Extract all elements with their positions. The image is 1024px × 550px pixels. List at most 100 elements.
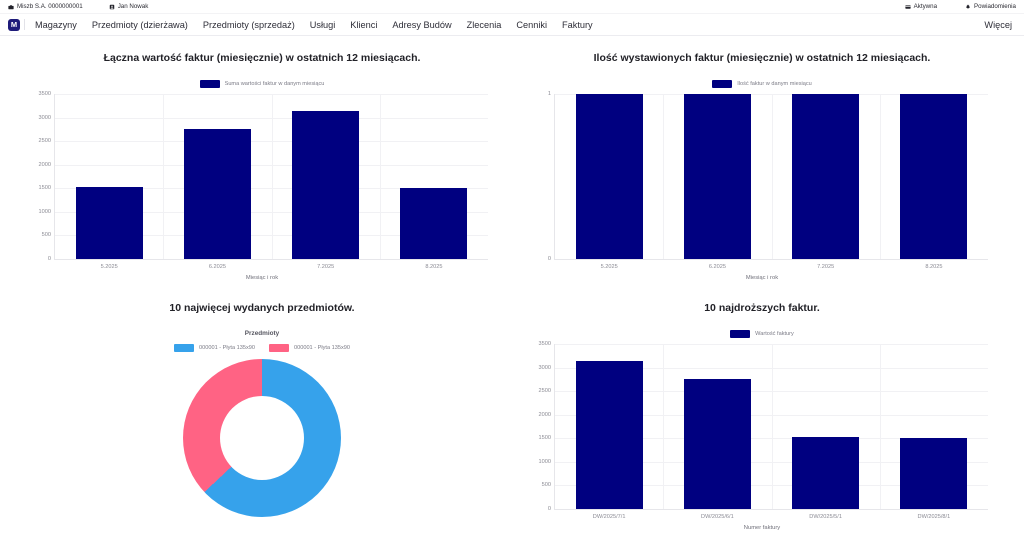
legend-label: Wartość faktury (755, 331, 794, 337)
gridline (879, 94, 881, 259)
bar[interactable] (575, 360, 643, 509)
y-axis-tick: 3500 (538, 341, 551, 347)
x-axis-tick: 8.2025 (925, 264, 943, 270)
nav-item-klienci[interactable]: Klienci (350, 19, 378, 30)
y-axis-tick: 2500 (38, 138, 51, 145)
bar-slot (772, 94, 880, 259)
y-axis-tick: 2500 (538, 388, 551, 395)
x-axis-label: Miesiąc i rok (245, 275, 279, 281)
legend-label: Ilość faktur w danym miesiącu (737, 81, 812, 87)
nav-item-zlecenia[interactable]: Zlecenia (466, 19, 502, 30)
bar[interactable] (683, 379, 751, 509)
y-axis-tick: 1500 (538, 435, 551, 442)
legend-item[interactable]: Suma wartości faktur w danym miesiącu (199, 80, 325, 88)
x-axis-tick: DW/2025/5/1 (809, 514, 842, 520)
nav-item-przedmioty-dzierzawa[interactable]: Przedmioty (dzierżawa) (91, 19, 188, 30)
bar-slot (380, 94, 488, 259)
gridline (771, 344, 773, 509)
legend-title: Przedmioty (244, 330, 280, 337)
bar-chart: 3500 3000 2500 2000 1500 1000 500 0 DW/2025/7/1 D… (539, 341, 988, 520)
bar[interactable] (400, 188, 468, 259)
status-bar-right: Aktywna Powiadomienia (905, 3, 1016, 10)
y-axis-tick: 1000 (38, 208, 51, 215)
gridline (663, 344, 665, 509)
y-axis-tick: 0 (547, 256, 551, 262)
y-axis-tick: 1000 (538, 458, 551, 465)
legend-item[interactable]: Wartość faktury (730, 330, 794, 338)
donut-chart[interactable] (183, 359, 341, 517)
x-axis-tick: 7.2025 (317, 264, 335, 270)
bar-slot (555, 344, 663, 509)
company-label: Miszb S.A. 0000000001 (17, 3, 83, 10)
briefcase-icon (8, 4, 14, 9)
status-bar: Miszb S.A. 0000000001 Jan Nowak Aktywna (0, 0, 1024, 14)
chart-area: 1 0 5.2025 6.2025 7.2025 8.2025 Miesiąc i rok (512, 88, 1012, 290)
nav-item-cenniki[interactable]: Cenniki (516, 19, 547, 30)
bar-slot (663, 344, 771, 509)
bar-series (555, 94, 988, 259)
bar[interactable] (900, 94, 968, 259)
card-icon (905, 4, 911, 9)
navbar-divider (24, 19, 25, 30)
nav-item-przedmioty-sprzedaz[interactable]: Przedmioty (sprzedaż) (202, 19, 295, 30)
panel-title: 10 najdroższych faktur. (704, 302, 820, 314)
bar[interactable] (792, 437, 860, 509)
y-axis-tick: 500 (41, 232, 51, 239)
bar[interactable] (183, 129, 251, 259)
bar-slot (663, 94, 771, 259)
legend-item[interactable]: 000001 - Płyta 135x90 (174, 344, 255, 352)
notifications-label: Powiadomienia (974, 3, 1016, 10)
legend-swatch (199, 80, 220, 88)
user-indicator[interactable]: Jan Nowak (109, 3, 149, 10)
gridline (379, 94, 381, 259)
y-axis-tick: 1 (547, 91, 551, 97)
chart-area (12, 352, 512, 540)
bar-slot (163, 94, 271, 259)
x-axis-tick: 6.2025 (208, 264, 226, 270)
notifications-button[interactable]: Powiadomienia (965, 3, 1016, 10)
legend-item[interactable]: Ilość faktur w danym miesiącu (712, 80, 812, 88)
panel-invoice-count: Ilość wystawionych faktur (miesięcznie) … (512, 40, 1012, 290)
bar[interactable] (75, 187, 143, 259)
nav-item-uslugi[interactable]: Usługi (309, 19, 336, 30)
bar[interactable] (683, 94, 751, 259)
main-navbar: M Magazyny Przedmioty (dzierżawa) Przedm… (0, 14, 1024, 36)
y-axis-tick: 1500 (38, 185, 51, 192)
subscription-state-label: Aktywna (913, 3, 938, 10)
x-axis-tick: 5.2025 (600, 264, 618, 270)
legend-label: 000001 - Płyta 135x90 (199, 345, 255, 351)
legend-label: Suma wartości faktur w danym miesiącu (224, 81, 325, 87)
status-bar-left: Miszb S.A. 0000000001 Jan Nowak (8, 3, 148, 10)
nav-item-faktury[interactable]: Faktury (562, 19, 593, 30)
x-axis-tick: 6.2025 (708, 264, 726, 270)
dashboard-grid: Łączna wartość faktur (miesięcznie) w os… (0, 36, 1024, 550)
app-logo[interactable]: M (8, 18, 20, 31)
company-indicator[interactable]: Miszb S.A. 0000000001 (8, 3, 83, 10)
y-axis-tick: 2000 (538, 411, 551, 418)
plot-region: 1 0 5.2025 6.2025 7.2025 8.2025 (548, 91, 988, 270)
nav-item-adresy-budow[interactable]: Adresy Budów (392, 19, 452, 30)
nav-more-button[interactable]: Więcej (984, 19, 1012, 30)
chart-legend: 000001 - Płyta 135x90 000001 - Płyta 135… (12, 344, 512, 352)
gridline (271, 94, 273, 259)
bar[interactable] (900, 438, 968, 509)
gridline (771, 94, 773, 259)
bar-slot (272, 94, 380, 259)
legend-item[interactable]: 000001 - Płyta 135x90 (269, 344, 350, 352)
legend-label: 000001 - Płyta 135x90 (294, 345, 350, 351)
x-axis-tick: DW/2025/8/1 (917, 514, 951, 520)
subscription-state[interactable]: Aktywna (905, 3, 937, 10)
bar[interactable] (792, 94, 860, 259)
bar[interactable] (292, 110, 360, 259)
nav-item-magazyny[interactable]: Magazyny (35, 19, 77, 30)
user-label: Jan Nowak (117, 3, 149, 10)
bar[interactable] (575, 94, 643, 259)
panel-title: Ilość wystawionych faktur (miesięcznie) … (593, 52, 931, 64)
bar-series (555, 344, 988, 509)
bar-slot (880, 94, 988, 259)
panel-title: 10 najwięcej wydanych przedmiotów. (169, 302, 355, 314)
panel-most-issued-items: 10 najwięcej wydanych przedmiotów. Przed… (12, 290, 512, 540)
chart-legend: Ilość faktur w danym miesiącu (512, 80, 1012, 88)
donut-hole (220, 396, 304, 480)
bar-slot (55, 94, 163, 259)
